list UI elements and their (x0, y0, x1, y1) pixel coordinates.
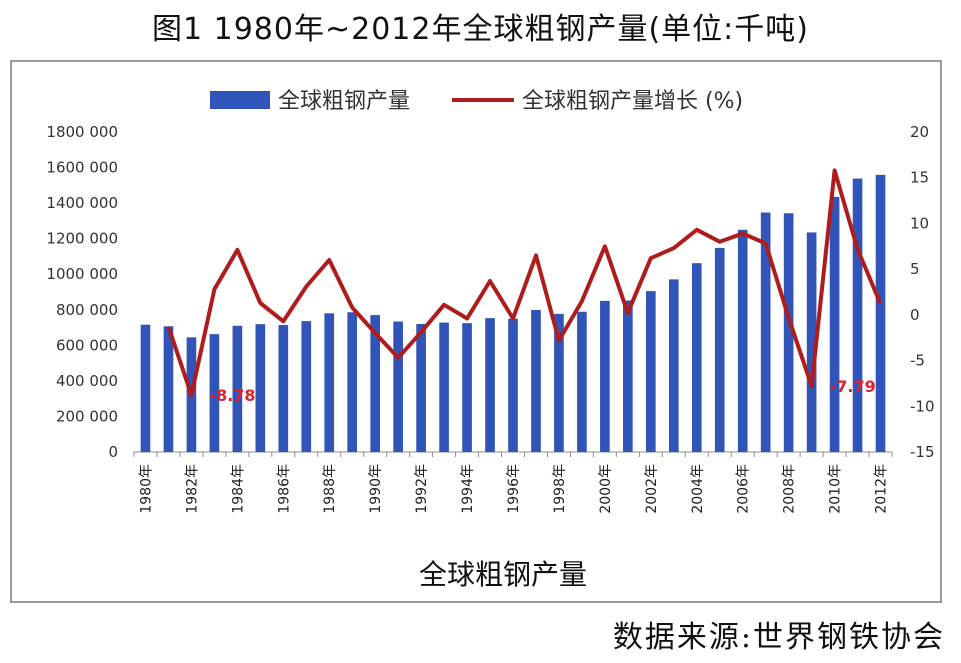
legend-bar-swatch (210, 91, 270, 109)
x-tick-label: 1990年 (368, 464, 384, 514)
x-tick-label: 1984年 (230, 464, 246, 514)
x-tick-label: 2002年 (644, 464, 660, 514)
legend-line-label: 全球粗钢产量增长 (%) (522, 89, 743, 114)
y-left-tick-label: 600 000 (56, 336, 118, 354)
x-tick-label: 2000年 (598, 464, 614, 514)
bar (600, 300, 610, 452)
bar (783, 213, 794, 452)
x-tick-label: 1992年 (414, 464, 430, 514)
figure-title: 图1 1980年~2012年全球粗钢产量(单位:千吨) (152, 12, 809, 47)
y-right-tick-label: -5 (910, 352, 925, 370)
y-left-tick-label: 800 000 (56, 301, 118, 319)
chart-svg: 0 200 000 400 000 600 000 800 000 1000 000 120… (46, 89, 935, 591)
y-left-tick-label: 1800 000 (46, 123, 118, 141)
bar (737, 229, 748, 452)
y-left-tick-label: 400 000 (56, 372, 118, 390)
bar (806, 232, 817, 452)
bar (232, 325, 243, 452)
x-tick-label: 1982年 (184, 464, 200, 514)
x-tick-label: 2004年 (690, 464, 706, 514)
bar (760, 212, 771, 452)
y-left-tick-label: 1000 000 (46, 265, 118, 283)
bar (393, 321, 403, 452)
y-right-tick-label: -15 (910, 443, 935, 461)
bar (370, 315, 381, 452)
y-right-tick-label: 15 (910, 169, 929, 187)
x-tick-label: 1986年 (276, 464, 292, 514)
bar (209, 334, 220, 452)
y-left-tick-label: 0 (108, 443, 118, 461)
bar (645, 291, 656, 452)
y-left-tick-label: 200 000 (56, 407, 118, 425)
x-tick-label: 1988年 (322, 464, 338, 514)
annotation-label: -7.79 (830, 377, 876, 396)
x-tick-label: 2010年 (828, 464, 844, 514)
x-tick-label: 1980年 (138, 464, 154, 514)
bar (140, 324, 151, 452)
bar (829, 196, 840, 452)
x-tick-label: 1994年 (460, 464, 476, 514)
bar (278, 325, 289, 452)
bar (255, 324, 266, 452)
bar (485, 318, 495, 452)
x-tick-label: 2012年 (874, 464, 890, 514)
y-right-tick-label: 20 (910, 123, 929, 141)
annotation-label: -8.78 (209, 386, 255, 405)
bar (347, 312, 358, 452)
bar (531, 309, 541, 452)
bar (668, 279, 679, 452)
y-right-tick-label: 10 (910, 214, 929, 232)
bar (554, 313, 564, 452)
bar (462, 323, 472, 452)
x-tick-label: 1998年 (552, 464, 568, 514)
legend-bar-label: 全球粗钢产量 (278, 89, 410, 114)
bar (852, 178, 863, 453)
x-axis-title: 全球粗钢产量 (419, 558, 587, 591)
data-source: 数据来源:世界钢铁协会 (612, 620, 945, 655)
bar (714, 247, 725, 452)
y-right-tick-label: 5 (910, 260, 920, 278)
growth-line (166, 168, 883, 398)
y-right-tick-label: 0 (910, 306, 920, 324)
y-left-tick-label: 1400 000 (46, 194, 118, 212)
bar (875, 174, 886, 452)
bar (301, 321, 312, 452)
y-left-tick-label: 1200 000 (46, 230, 118, 248)
bar (439, 322, 449, 452)
bar (508, 318, 518, 452)
chart-frame: 0 200 000 400 000 600 000 800 000 1000 000 120… (10, 60, 942, 603)
bar (691, 263, 702, 452)
bar (416, 324, 426, 452)
x-tick-label: 1996年 (506, 464, 522, 514)
x-tick-label: 2006年 (736, 464, 752, 514)
bar (163, 326, 174, 452)
x-tick-label: 2008年 (782, 464, 798, 514)
bar (324, 313, 335, 452)
y-left-tick-label: 1600 000 (46, 159, 118, 177)
bar (577, 311, 587, 452)
y-right-tick-label: -10 (910, 397, 935, 415)
bar (623, 300, 633, 452)
